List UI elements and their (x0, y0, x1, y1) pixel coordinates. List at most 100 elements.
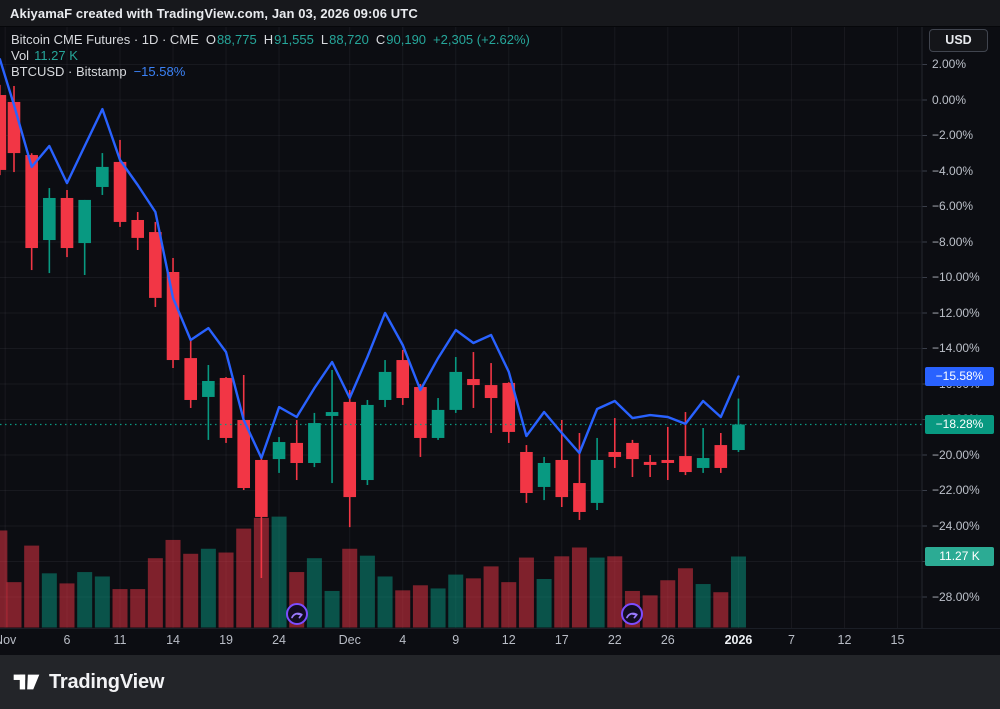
candle (626, 442, 639, 460)
volume-bar (183, 553, 199, 628)
volume-bar (359, 555, 375, 628)
volume-bar (59, 583, 75, 628)
candle (643, 461, 657, 465)
candle (679, 456, 692, 473)
tradingview-logo[interactable]: TradingView (13, 670, 164, 694)
time-axis-label: Dec (338, 633, 361, 647)
compare-change-value: −15.58% (133, 64, 186, 79)
time-axis-label: Nov (0, 633, 17, 647)
time-axis-label: 24 (272, 633, 286, 647)
candle (272, 442, 286, 460)
volume-bar (94, 576, 110, 628)
attribution-bar: AkiyamaF created with TradingView.com, J… (0, 0, 1000, 27)
candle (502, 382, 516, 432)
candle (325, 412, 339, 416)
volume-bar (236, 528, 252, 628)
volume-bar (112, 589, 128, 628)
time-axis-label: 12 (837, 633, 852, 647)
price-axis-label: 2.00% (932, 57, 967, 71)
candle (696, 458, 710, 468)
volume-bar (660, 580, 676, 628)
volume-bar (695, 584, 711, 628)
candle (219, 377, 233, 438)
symbol-title[interactable]: Bitcoin CME Futures · 1D · CME (11, 32, 199, 47)
time-axis-label: 14 (166, 633, 180, 647)
volume-bar (271, 516, 287, 628)
volume-bar (377, 576, 393, 628)
price-axis-label: −20.00% (932, 447, 980, 462)
replay-arrows-icon[interactable] (621, 603, 644, 625)
ohlc-value: 88,720 (329, 32, 369, 47)
price-axis-label: −28.00% (932, 589, 980, 604)
candle (149, 232, 162, 298)
candle (537, 462, 551, 487)
time-axis-label: 26 (660, 633, 675, 647)
comparison-last-badge: −15.58% (925, 367, 994, 387)
candle (520, 451, 533, 493)
candle (732, 424, 745, 451)
ohlc-value: 91,555 (274, 32, 314, 47)
volume-bar (77, 572, 93, 628)
volume-bar (518, 557, 534, 628)
time-axis-label: 2026 (724, 633, 753, 647)
price-axis-label: 0.00% (932, 92, 967, 107)
volume-bar (6, 582, 22, 628)
time-axis-label: 6 (63, 633, 71, 647)
volume-bar (41, 573, 57, 628)
candle (484, 385, 498, 399)
candle (184, 358, 197, 400)
volume-bar (430, 588, 446, 628)
volume-bar (730, 556, 746, 628)
volume-bar (677, 568, 693, 628)
candle (131, 219, 144, 238)
ohlc-values: O88,775 H91,555 L88,720 C90,190 (199, 32, 426, 47)
candle (361, 404, 374, 481)
time-axis-label: 11 (113, 633, 127, 647)
candle (343, 401, 357, 498)
ohlc-value: 90,190 (386, 32, 427, 47)
candle (202, 380, 215, 397)
candle (414, 387, 427, 438)
volume-bar (306, 558, 322, 628)
ohlc-letter: O (205, 32, 216, 47)
legend-volume-row: Vol 11.27 K (11, 48, 530, 64)
candle (431, 409, 445, 438)
volume-bar (642, 595, 658, 628)
currency-usd-button[interactable]: USD (929, 29, 988, 52)
comparison-line (0, 58, 740, 460)
attribution-text: AkiyamaF created with TradingView.com, J… (10, 5, 418, 21)
candle (7, 101, 21, 154)
time-axis-label: 9 (452, 633, 460, 647)
tradingview-logo-text: TradingView (49, 670, 165, 693)
time-axis-label: 17 (554, 633, 569, 647)
plot-area (0, 27, 922, 628)
price-axis[interactable]: USD 2.00% 0.00% −2.00% −4.00% −6.00% −8.00% −1… (922, 27, 1000, 628)
volume-bar (200, 548, 216, 628)
compare-symbol-title[interactable]: BTCUSD · Bitstamp (11, 64, 127, 79)
price-axis-label: −6.00% (932, 199, 974, 213)
volume-bar (324, 590, 340, 628)
ohlc-letter: C (375, 32, 386, 47)
volume-bar (589, 557, 605, 628)
replay-arrows-icon[interactable] (285, 603, 308, 625)
volume-bar (130, 589, 146, 628)
volume-bar (24, 545, 40, 628)
volume-bar (554, 556, 570, 628)
time-axis-label: 4 (399, 633, 407, 647)
time-axis-label: 15 (890, 633, 905, 647)
candle (714, 445, 728, 468)
price-axis-label: −4.00% (932, 163, 974, 178)
legend: Bitcoin CME Futures · 1D · CME O88,775 H91… (11, 32, 530, 80)
price-axis-label: −8.00% (932, 234, 974, 249)
candle (590, 459, 604, 503)
ohlc-letter: H (263, 32, 274, 47)
candle (608, 451, 622, 457)
volume-label: Vol (11, 48, 30, 63)
legend-main-row: Bitcoin CME Futures · 1D · CME O88,775 H91… (11, 32, 530, 48)
volume-bar (218, 552, 234, 628)
ohlc-letter: L (320, 32, 329, 47)
time-axis[interactable]: Nov 6 11 14 19 24 Dec 4 9 12 17 22 26 2026 7 12 15 (0, 628, 1000, 655)
candle (573, 483, 586, 512)
